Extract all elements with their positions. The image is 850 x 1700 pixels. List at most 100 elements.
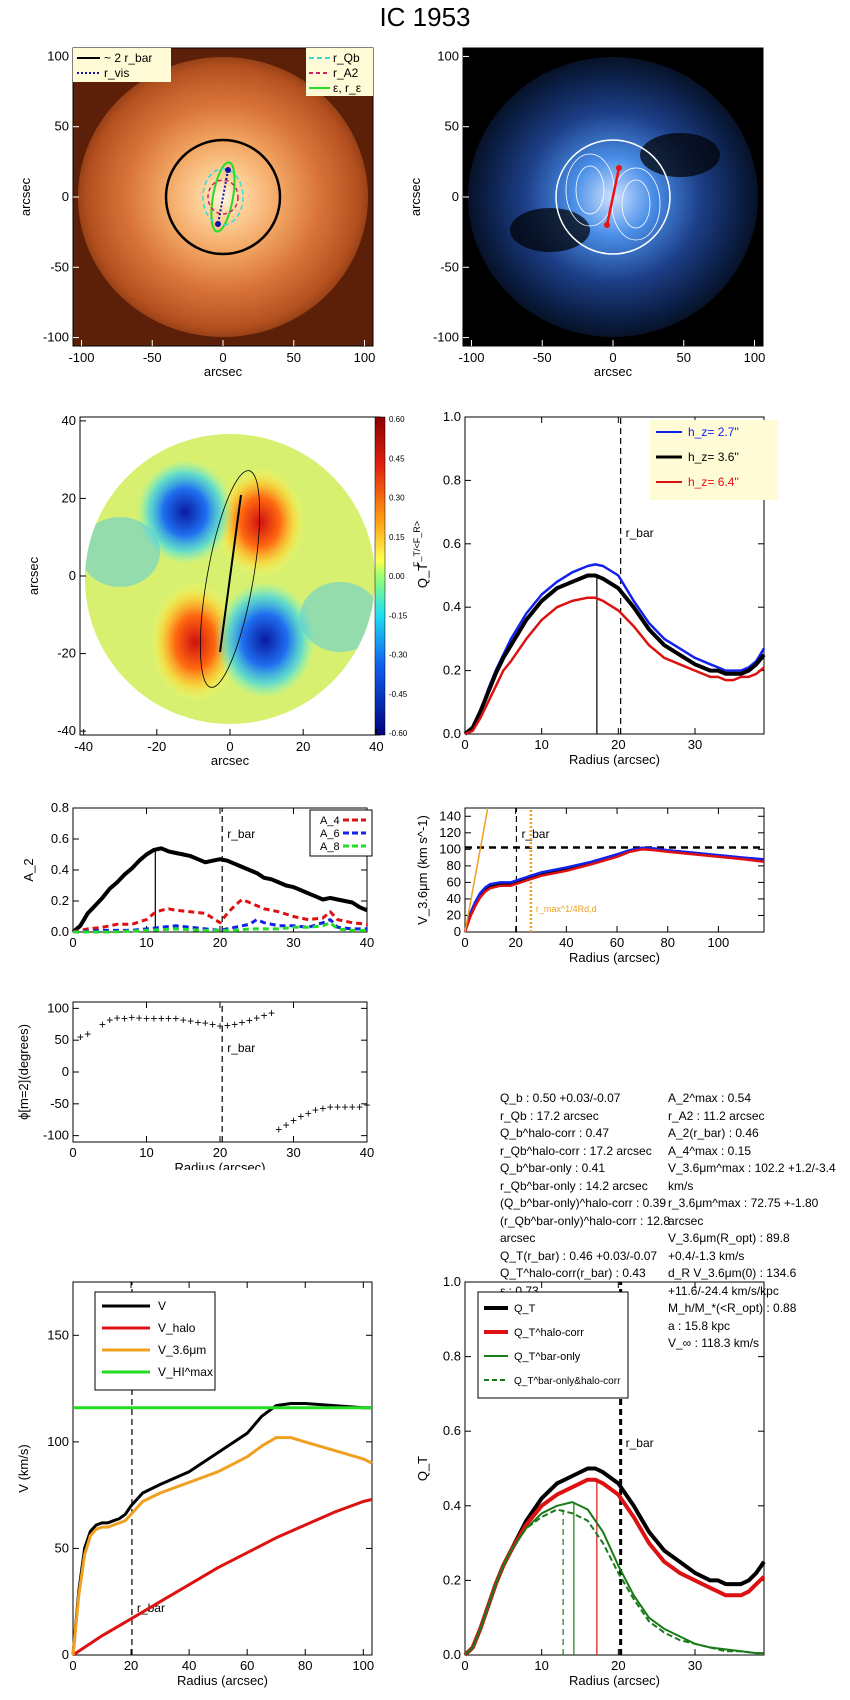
x-axis-label: Radius (arcsec) <box>569 950 660 965</box>
data-point: + <box>158 1012 165 1026</box>
series-line <box>463 847 765 933</box>
y-tick-label: 0 <box>452 189 459 204</box>
optical-image-panel: ~ 2 r_bar r_vis r_Qb r_A2 ε, r_ε -100-10… <box>18 47 375 379</box>
y-tick-label: 120 <box>439 825 461 840</box>
plot-frame <box>72 1281 373 1656</box>
parameter-row: V_3.6μm(R_opt) : 89.8 +0.4/-1.3 km/s <box>668 1231 790 1263</box>
x-tick-label: 40 <box>559 935 573 950</box>
legend-label: Q_T <box>514 1303 536 1315</box>
x-tick-label: 80 <box>298 1658 312 1673</box>
galaxy-disk <box>78 57 368 337</box>
colorbar-tick-label: -0.15 <box>389 611 408 620</box>
plot-frame <box>464 807 765 933</box>
x-tick-label: 10 <box>139 1145 153 1160</box>
y-tick-label: 100 <box>47 1434 69 1449</box>
y-tick-label: 0.6 <box>51 831 69 846</box>
dust-lane <box>640 133 720 177</box>
y-tick-label: 50 <box>55 1540 69 1555</box>
legend-label: h_z= 2.7'' <box>688 425 739 439</box>
x-tick-label: 100 <box>744 350 766 365</box>
legend-left-label: ~ 2 r_bar <box>104 51 152 65</box>
data-point: + <box>172 1012 179 1026</box>
ra2-circle <box>207 179 239 215</box>
data-point: + <box>180 1013 187 1027</box>
qt-decomposition-chart: 0 10 20 30 0.0 0.2 0.4 0.6 0.8 1.0 Radius (arcsec)… <box>415 1274 766 1688</box>
data-point: + <box>99 1017 106 1031</box>
parameter-column: A_2^max : 0.54 r_A2 : 11.2 arcsec A_2(r_… <box>668 1090 838 1353</box>
y-tick-label: 0 <box>62 1647 69 1662</box>
colorbar-tick-label: 0.00 <box>389 572 405 581</box>
series-line <box>464 807 489 933</box>
rvis-line <box>217 169 229 225</box>
data-point: + <box>341 1100 348 1114</box>
y-tick-label: 1.0 <box>443 1274 461 1289</box>
bar-end-marker <box>225 167 231 173</box>
data-point: + <box>128 1010 135 1024</box>
fourier-amplitude-chart: 0 10 20 30 40 0.0 0.2 0.4 0.6 0.8 A_2 r_bar A_4 A_6… <box>21 800 374 950</box>
data-point: + <box>349 1100 356 1114</box>
x-tick-label: -100 <box>68 350 94 365</box>
y-axis-label: arcsec <box>26 556 41 595</box>
y-tick-label: 80 <box>447 858 461 873</box>
x-axis-label: Radius (arcsec) <box>174 1160 265 1170</box>
x-tick-label: 20 <box>611 737 625 752</box>
image-axes: -100 -100 -50 -50 0 0 50 50 100 100 arcsec arcsec <box>18 48 375 379</box>
x-tick-label: 0 <box>461 1658 468 1673</box>
bar-structure-image-panel: -100 -100 -50 -50 0 0 50 50 100 100 arcsec arcsec <box>408 47 766 379</box>
data-point: + <box>327 1100 334 1114</box>
x-tick-label: 100 <box>708 935 730 950</box>
data-point: + <box>305 1106 312 1120</box>
plot-area: 0 20 40 60 80 100 0 50 100 150 Radius (arcsec) V (k… <box>16 1281 374 1688</box>
colorbar-tick-label: 0.45 <box>389 454 405 463</box>
y-tick-label: 100 <box>47 1000 69 1015</box>
colorbar-ticks: 0.60 0.45 0.30 0.15 0.00 -0.15 -0.30 -0.45 -0.60 <box>389 415 408 738</box>
legend-label: A_8 <box>320 841 340 853</box>
data-point: + <box>216 1019 223 1033</box>
ratio-map-image <box>85 434 375 724</box>
map-axes: -40-40 -20 -20 0 0 20 20 40 40 arcsec arcsec <box>26 413 384 768</box>
legend-label: V_halo <box>158 1321 196 1335</box>
series-line <box>73 921 367 934</box>
parameter-row: Q_b^halo-corr : 0.47 <box>500 1126 610 1140</box>
parameter-row: Q_T^halo-corr(r_bar) : 0.43 <box>500 1266 646 1280</box>
y-axis-label: arcsec <box>18 177 33 216</box>
y-axis-label: Q_T <box>415 1456 430 1481</box>
legend-right-label: r_A2 <box>333 66 359 80</box>
legend-label: h_z= 6.4'' <box>688 475 739 489</box>
x-tick-label: 0 <box>69 935 76 950</box>
legend-label: A_4 <box>320 815 340 827</box>
data-point: + <box>297 1110 304 1124</box>
legend-label: h_z= 3.6'' <box>688 450 739 464</box>
x-tick-label: 60 <box>610 935 624 950</box>
series-line <box>72 1497 373 1657</box>
bar-end-marker <box>215 221 221 227</box>
parameter-row: r_Qb^halo-corr : 17.2 arcsec <box>500 1143 652 1158</box>
y-tick-label: -100 <box>43 330 69 345</box>
parameter-row: r_Qb : 17.2 arcsec <box>500 1108 599 1123</box>
y-tick-label: 0.0 <box>51 924 69 939</box>
parameter-row: Q_T(r_bar) : 0.46 +0.03/-0.07 <box>500 1248 658 1263</box>
y-tick-label: 100 <box>437 48 459 63</box>
parameter-row: (Q_b^bar-only)^halo-corr : 0.39 <box>500 1196 666 1210</box>
y-tick-label: -40 <box>57 723 76 738</box>
data-point: + <box>121 1012 128 1026</box>
x-tick-label: -50 <box>533 350 552 365</box>
y-tick-label: 40 <box>62 413 76 428</box>
phase-angle-chart: 0 10 20 30 40 -100 -50 0 50 100 Radius (arcsec) ϕ[m… <box>16 1000 374 1170</box>
marker-label: r_bar <box>227 1041 255 1055</box>
x-tick-label: 100 <box>354 350 376 365</box>
qt-profiles-chart: 0 10 20 30 0.0 0.2 0.4 0.6 0.8 1.0 Radius (arcsec)… <box>415 409 778 767</box>
y-tick-label: 20 <box>62 490 76 505</box>
y-tick-label: 0.0 <box>443 726 461 741</box>
data-point: + <box>319 1101 326 1115</box>
y-axis-label: A_2 <box>21 858 36 881</box>
x-axis-label: Radius (arcsec) <box>569 752 660 767</box>
data-point: + <box>187 1014 194 1028</box>
data-point: + <box>194 1015 201 1029</box>
velocity-components-chart: 0 20 40 60 80 100 0 50 100 150 Radius (arcsec) V (k… <box>16 1281 374 1688</box>
y-tick-label: 1.0 <box>443 409 461 424</box>
parameter-row: A_2(r_bar) : 0.46 <box>668 1126 759 1140</box>
colorbar-tick-label: -0.45 <box>389 690 408 699</box>
x-tick-label: 50 <box>677 350 691 365</box>
y-tick-label: -100 <box>433 330 459 345</box>
